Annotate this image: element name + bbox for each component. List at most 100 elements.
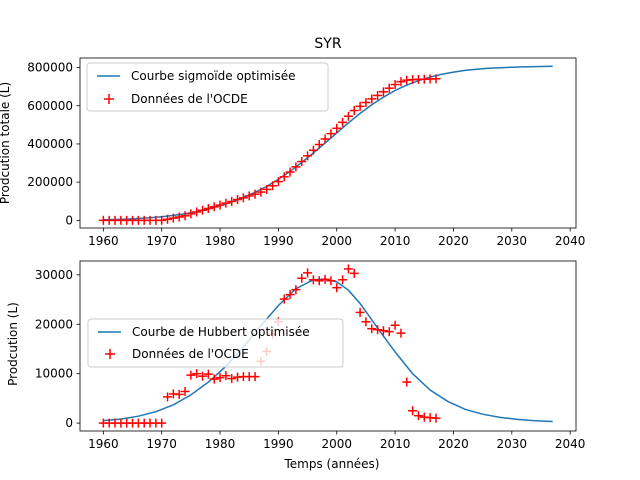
y-tick-label: 20000 — [35, 317, 73, 331]
data-point — [373, 325, 383, 335]
data-point — [180, 211, 190, 221]
legend-top: Courbe sigmoïde optimisée Données de l'O… — [86, 62, 329, 112]
data-point — [186, 209, 196, 219]
data-point — [174, 389, 184, 399]
data-point — [367, 324, 377, 334]
x-tick-label: 2010 — [380, 437, 411, 451]
data-point — [373, 90, 383, 100]
y-tick-label: 10000 — [35, 367, 73, 381]
data-point — [343, 264, 353, 274]
data-point — [338, 117, 348, 127]
series-scatter-1 — [98, 264, 441, 428]
data-point — [215, 373, 225, 383]
y-axis-label-top: Prodcution totale (L) — [0, 82, 12, 204]
data-point — [198, 205, 208, 215]
legend-label-oecd-top: Données de l'OCDE — [131, 92, 248, 106]
data-point — [314, 140, 324, 150]
data-point — [203, 204, 213, 214]
data-point — [227, 196, 237, 206]
data-point — [378, 326, 388, 336]
y-tick-label: 0 — [65, 416, 73, 430]
data-point — [384, 327, 394, 337]
subplot-annual-production: 1960 1970 1980 1990 2000 2010 2020 2030 2040 0 100… — [6, 260, 586, 471]
data-point — [279, 172, 289, 182]
x-tick-label: 1980 — [205, 437, 236, 451]
axes-frame — [79, 260, 577, 432]
data-point — [163, 392, 173, 402]
data-point — [402, 377, 412, 387]
x-tick-label: 1990 — [263, 437, 294, 451]
data-point — [285, 290, 295, 300]
y-tick-label: 0 — [65, 213, 73, 227]
data-point — [338, 275, 348, 285]
legend-bottom: Courbe de Hubbert optimisée Données de l… — [87, 318, 344, 368]
data-point — [186, 370, 196, 380]
y-tick-label: 600000 — [27, 99, 73, 113]
data-point — [314, 276, 324, 286]
data-point — [279, 294, 289, 304]
legend-box-top — [86, 62, 329, 112]
data-point — [297, 273, 307, 283]
y-tick-label: 800000 — [27, 61, 73, 75]
chart-title: SYR — [314, 36, 341, 52]
data-point — [396, 328, 406, 338]
data-point — [157, 215, 167, 225]
data-point — [180, 386, 190, 396]
data-point — [192, 369, 202, 379]
x-tick-label: 2030 — [497, 234, 528, 248]
data-point — [308, 145, 318, 155]
data-point — [326, 276, 336, 286]
data-point — [408, 406, 418, 416]
series-line-0 — [103, 278, 553, 423]
data-point — [250, 372, 260, 382]
data-point — [233, 195, 243, 205]
data-point — [215, 200, 225, 210]
legend-marker-plus — [104, 94, 114, 104]
legend-label-oecd-bottom: Données de l'OCDE — [132, 347, 249, 361]
x-tick-label: 2040 — [555, 234, 586, 248]
x-tick-label: 1980 — [205, 234, 236, 248]
data-point — [262, 184, 272, 194]
data-point — [390, 320, 400, 330]
data-point — [355, 307, 365, 317]
x-tick-label: 1970 — [146, 437, 177, 451]
data-point — [384, 83, 394, 93]
data-point — [157, 418, 167, 428]
data-point — [361, 317, 371, 327]
x-tick-label: 2000 — [321, 437, 352, 451]
data-point — [168, 213, 178, 223]
data-point — [198, 371, 208, 381]
x-tick-label: 2040 — [555, 437, 586, 451]
legend-box-bottom — [87, 318, 344, 368]
plot-area-bottom: 1960 1970 1980 1990 2000 2010 2020 2030 2040 0 100… — [35, 260, 586, 451]
data-point — [203, 369, 213, 379]
data-point — [291, 162, 301, 172]
data-point — [332, 283, 342, 293]
x-tick-label: 1970 — [146, 234, 177, 248]
series-scatter-1 — [98, 74, 441, 225]
subplot-cumulative-production: SYR 1960 1970 1980 1990 2000 2010 2020 2030 2040… — [0, 36, 585, 248]
x-tick-label: 2020 — [438, 437, 469, 451]
legend-label-hubbert: Courbe de Hubbert optimisée — [132, 325, 310, 339]
data-point — [349, 106, 359, 116]
x-axis-label: Temps (années) — [284, 457, 380, 471]
data-point — [209, 202, 219, 212]
data-point — [221, 198, 231, 208]
data-point — [390, 80, 400, 90]
y-tick-label: 200000 — [27, 175, 73, 189]
data-point — [308, 275, 318, 285]
data-point — [396, 77, 406, 87]
data-point — [378, 87, 388, 97]
data-point — [221, 371, 231, 381]
x-tick-label: 2020 — [438, 234, 469, 248]
axes-frame — [79, 57, 577, 229]
data-point — [209, 374, 219, 384]
data-point — [320, 274, 330, 284]
data-point — [291, 285, 301, 295]
x-tick-label: 1990 — [263, 234, 294, 248]
data-point — [320, 134, 330, 144]
data-point — [355, 101, 365, 111]
data-point — [431, 74, 441, 84]
data-point — [256, 187, 266, 197]
